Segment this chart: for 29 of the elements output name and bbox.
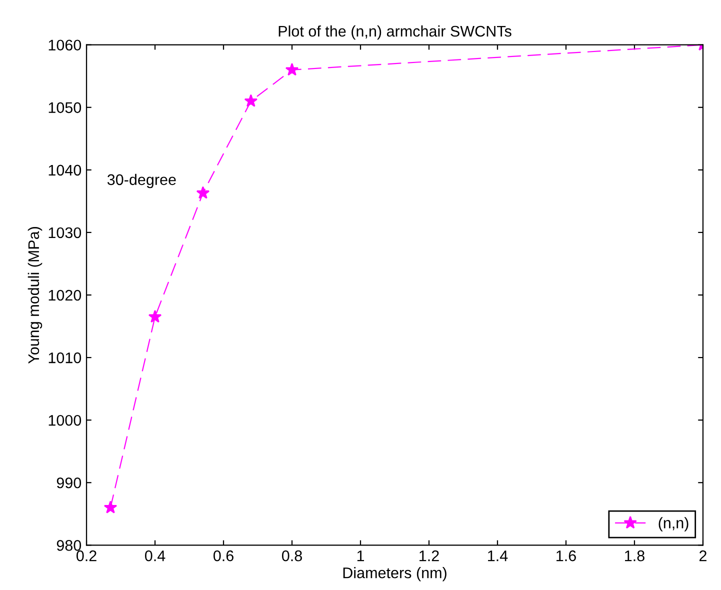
point (285, 62, 299, 76)
y-tick-label: 1000 (48, 414, 82, 426)
point (148, 310, 162, 323)
x-tick-label: 1.6 (556, 550, 576, 562)
x-tick-label: 0.2 (76, 550, 96, 562)
point (196, 186, 210, 199)
x-axis-title: Diameters (nm) (343, 567, 446, 582)
x-tick-label: 1 (357, 550, 364, 562)
y-axis-title: Young moduli (MPa) (28, 227, 42, 364)
x-tick-label: 0.4 (144, 550, 166, 562)
x-tick-label: 1.4 (488, 550, 508, 562)
point (244, 94, 258, 107)
y-tick-label: 1030 (48, 227, 82, 238)
y-tick-label: 1010 (48, 352, 82, 364)
annotation: 30-degree (107, 174, 176, 188)
y-tick-label: 980 (56, 540, 82, 551)
y-tick-label: 1050 (48, 102, 82, 114)
y-tick-label: 1060 (48, 40, 82, 51)
x-tick-label: 0.8 (282, 550, 302, 562)
point (104, 500, 118, 514)
x-tick-label: 0.6 (213, 550, 234, 562)
chart-title: Plot of the (n,n) armchair SWCNTs (278, 25, 512, 40)
y-tick-label: 1020 (48, 290, 82, 301)
x-tick-label: 2 (699, 550, 706, 562)
y-tick-label: 990 (56, 477, 82, 488)
x-tick-label: 1.8 (625, 550, 644, 562)
legend-label: (n,n) (658, 517, 688, 532)
y-tick-label: 1040 (48, 164, 82, 176)
x-tick-label: 1.2 (420, 550, 439, 562)
